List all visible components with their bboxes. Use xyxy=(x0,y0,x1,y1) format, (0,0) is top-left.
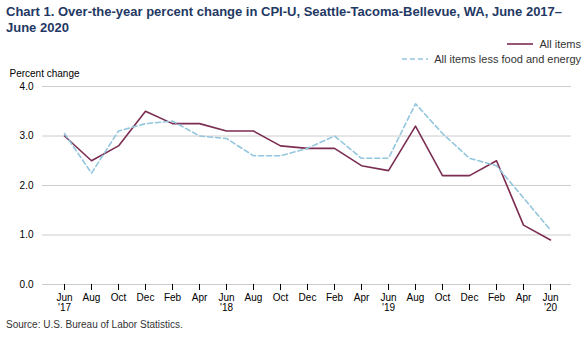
svg-text:Aug: Aug xyxy=(83,292,101,303)
html-text:All items less food and energy: All items less food and energy xyxy=(434,53,581,66)
svg-text:1.0: 1.0 xyxy=(20,229,34,240)
svg-text:Oct: Oct xyxy=(111,292,127,303)
svg-text:Aug: Aug xyxy=(407,292,425,303)
html-text:Source: U.S. Bureau of Labor S: Source: U.S. Bureau of Labor Statistics. xyxy=(6,319,183,331)
svg-text:Dec: Dec xyxy=(137,292,155,303)
svg-text:Feb: Feb xyxy=(488,292,506,303)
svg-text:Feb: Feb xyxy=(326,292,344,303)
html-text:Chart 1. Over-the-year percent: Chart 1. Over-the-year percent change in… xyxy=(6,4,563,35)
svg-text:Jun'19: Jun'19 xyxy=(380,292,396,313)
svg-text:Feb: Feb xyxy=(164,292,182,303)
svg-text:4.0: 4.0 xyxy=(20,81,34,92)
html-text:All items: All items xyxy=(539,38,581,51)
svg-text:3.0: 3.0 xyxy=(20,130,34,141)
svg-text:Jun'17: Jun'17 xyxy=(56,292,72,313)
svg-text:Dec: Dec xyxy=(299,292,317,303)
svg-text:Dec: Dec xyxy=(461,292,479,303)
svg-text:Oct: Oct xyxy=(273,292,289,303)
svg-text:Aug: Aug xyxy=(245,292,263,303)
svg-text:Apr: Apr xyxy=(192,292,208,303)
svg-text:Jun'18: Jun'18 xyxy=(218,292,234,313)
svg-text:Oct: Oct xyxy=(435,292,451,303)
svg-text:Apr: Apr xyxy=(354,292,370,303)
svg-text:Percent change: Percent change xyxy=(10,68,80,79)
svg-text:2.0: 2.0 xyxy=(20,180,34,191)
svg-text:Apr: Apr xyxy=(516,292,532,303)
svg-text:0.0: 0.0 xyxy=(20,279,34,290)
svg-text:Jun'20: Jun'20 xyxy=(542,292,558,313)
